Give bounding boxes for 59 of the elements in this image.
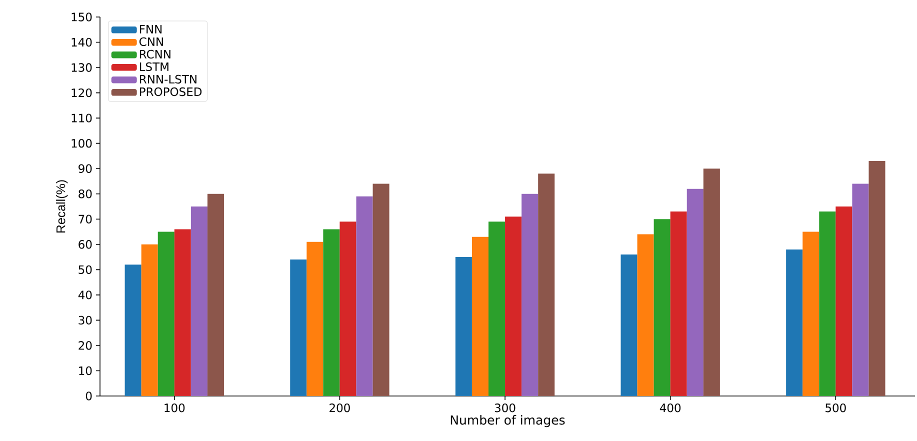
legend-label: LSTM [140, 62, 168, 72]
x-tick-label: 200 [330, 404, 350, 412]
bar [505, 216, 522, 396]
y-tick-label: 50 [78, 265, 92, 274]
bar [786, 249, 803, 396]
bar [455, 257, 472, 396]
y-tick-label: 100 [72, 138, 92, 148]
x-axis-title: Number of images [450, 415, 565, 428]
bar [158, 232, 174, 396]
y-tick-label: 150 [72, 12, 92, 22]
y-tick-label: 10 [79, 366, 92, 376]
bar [538, 174, 555, 396]
y-tick-label: 0 [86, 392, 92, 400]
bar [207, 194, 224, 396]
bar [290, 260, 307, 396]
bar [620, 254, 638, 396]
y-tick-label: 30 [78, 316, 92, 325]
x-tick-label: 300 [494, 404, 516, 412]
legend-label: CNN [139, 37, 163, 46]
bar [340, 222, 356, 396]
bar [868, 161, 886, 396]
x-tick-label: 500 [826, 404, 846, 412]
bar [686, 188, 704, 396]
y-tick-label: 130 [72, 63, 92, 72]
x-tick-label: 400 [660, 404, 681, 412]
bar [306, 242, 324, 396]
y-tick-label: 40 [78, 290, 92, 300]
y-tick-label: 60 [78, 240, 92, 249]
y-tick-label: 20 [78, 341, 92, 350]
legend-label: RNN-LSTN [140, 74, 196, 84]
bar [819, 212, 836, 396]
y-tick-label: 90 [78, 164, 92, 173]
y-tick-label: 110 [72, 114, 92, 122]
y-tick-label: 140 [72, 38, 92, 47]
bar [654, 219, 670, 396]
bar [323, 229, 340, 396]
bar [190, 206, 208, 396]
y-tick-label: 80 [78, 190, 92, 198]
bar [472, 236, 488, 396]
y-tick-label: 120 [72, 88, 92, 98]
y-tick-label: 70 [78, 214, 92, 224]
bar [703, 168, 720, 396]
bar [372, 184, 390, 396]
legend-label: RCNN [140, 50, 170, 59]
bar [124, 264, 142, 396]
bar [174, 229, 191, 396]
bar [852, 184, 869, 396]
bar [802, 232, 820, 396]
x-tick-label: 100 [164, 404, 185, 412]
bar [356, 196, 373, 396]
legend-label: PROPOSED [140, 87, 202, 96]
bar [637, 234, 654, 396]
bar [836, 206, 852, 396]
bar [488, 222, 506, 396]
legend-label: FNN [140, 24, 162, 34]
y-axis-title: Recall(%) [56, 180, 68, 233]
bar [141, 244, 158, 396]
bar [522, 194, 538, 396]
bar [670, 212, 687, 396]
